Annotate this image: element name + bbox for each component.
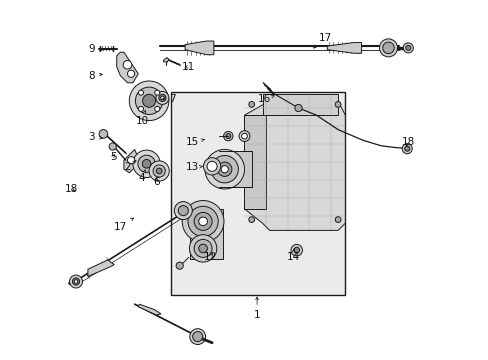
Text: 17: 17 bbox=[313, 33, 331, 48]
Circle shape bbox=[138, 107, 143, 112]
Circle shape bbox=[159, 94, 166, 102]
Text: 17: 17 bbox=[113, 218, 133, 232]
Circle shape bbox=[203, 158, 220, 175]
Circle shape bbox=[189, 329, 205, 345]
Circle shape bbox=[69, 275, 82, 288]
Text: 15: 15 bbox=[185, 137, 204, 147]
Text: 12: 12 bbox=[203, 252, 217, 262]
Text: 5: 5 bbox=[110, 152, 116, 162]
Text: 16: 16 bbox=[257, 94, 274, 104]
Circle shape bbox=[99, 130, 107, 138]
Polygon shape bbox=[219, 151, 251, 187]
Circle shape bbox=[294, 104, 302, 112]
Circle shape bbox=[127, 157, 134, 164]
Polygon shape bbox=[185, 41, 213, 55]
Text: 10: 10 bbox=[135, 110, 148, 126]
Text: 4: 4 bbox=[138, 170, 145, 183]
Polygon shape bbox=[163, 58, 168, 62]
Circle shape bbox=[248, 217, 254, 222]
Circle shape bbox=[156, 168, 162, 174]
Polygon shape bbox=[262, 94, 337, 115]
Circle shape bbox=[138, 155, 155, 172]
Circle shape bbox=[335, 102, 340, 107]
Text: 11: 11 bbox=[182, 62, 195, 72]
Circle shape bbox=[187, 206, 218, 237]
Circle shape bbox=[74, 280, 78, 283]
Circle shape bbox=[154, 107, 160, 112]
Circle shape bbox=[160, 96, 164, 100]
Circle shape bbox=[211, 156, 238, 183]
Polygon shape bbox=[117, 52, 138, 83]
Text: 14: 14 bbox=[286, 249, 299, 262]
Polygon shape bbox=[326, 42, 361, 53]
Polygon shape bbox=[88, 260, 114, 276]
Circle shape bbox=[217, 162, 231, 176]
Bar bbox=[170, 92, 345, 295]
Circle shape bbox=[72, 278, 80, 285]
Circle shape bbox=[239, 131, 249, 141]
Circle shape bbox=[248, 102, 254, 107]
Polygon shape bbox=[138, 304, 161, 315]
Circle shape bbox=[335, 217, 340, 222]
Circle shape bbox=[223, 131, 232, 141]
Text: 6: 6 bbox=[153, 177, 159, 187]
Circle shape bbox=[293, 247, 299, 253]
Circle shape bbox=[405, 45, 410, 50]
Circle shape bbox=[176, 262, 183, 269]
Polygon shape bbox=[123, 149, 138, 173]
Circle shape bbox=[127, 70, 134, 77]
Text: 2: 2 bbox=[124, 161, 136, 172]
Text: 13: 13 bbox=[185, 162, 202, 172]
Circle shape bbox=[142, 159, 151, 168]
Text: 7: 7 bbox=[162, 94, 176, 104]
Circle shape bbox=[192, 332, 203, 342]
Circle shape bbox=[156, 91, 168, 104]
Circle shape bbox=[109, 143, 116, 150]
Circle shape bbox=[204, 149, 244, 189]
Circle shape bbox=[199, 217, 207, 226]
Circle shape bbox=[153, 165, 165, 177]
Circle shape bbox=[382, 42, 393, 54]
Text: 1: 1 bbox=[253, 297, 260, 320]
Circle shape bbox=[194, 239, 212, 257]
Circle shape bbox=[206, 161, 217, 171]
Circle shape bbox=[194, 212, 212, 230]
Polygon shape bbox=[244, 115, 265, 209]
Circle shape bbox=[133, 150, 160, 177]
Circle shape bbox=[404, 146, 409, 151]
Circle shape bbox=[225, 134, 230, 139]
Circle shape bbox=[290, 244, 302, 256]
Circle shape bbox=[178, 206, 188, 216]
Polygon shape bbox=[190, 209, 223, 259]
Text: 3: 3 bbox=[88, 132, 102, 142]
Circle shape bbox=[401, 144, 411, 154]
Circle shape bbox=[221, 166, 228, 173]
Text: 18: 18 bbox=[64, 184, 78, 194]
Circle shape bbox=[138, 90, 143, 95]
Circle shape bbox=[135, 87, 163, 114]
Circle shape bbox=[403, 43, 412, 53]
Circle shape bbox=[142, 94, 155, 107]
Circle shape bbox=[189, 235, 216, 262]
Circle shape bbox=[149, 161, 169, 181]
Circle shape bbox=[123, 60, 132, 69]
Circle shape bbox=[379, 39, 397, 57]
Text: 18: 18 bbox=[401, 137, 414, 147]
Circle shape bbox=[154, 90, 160, 95]
Circle shape bbox=[199, 244, 207, 253]
Circle shape bbox=[129, 81, 168, 121]
Circle shape bbox=[241, 133, 247, 139]
Polygon shape bbox=[244, 101, 345, 230]
Circle shape bbox=[174, 202, 192, 220]
Text: 9: 9 bbox=[88, 44, 102, 54]
Text: 8: 8 bbox=[88, 71, 102, 81]
Circle shape bbox=[182, 201, 224, 242]
